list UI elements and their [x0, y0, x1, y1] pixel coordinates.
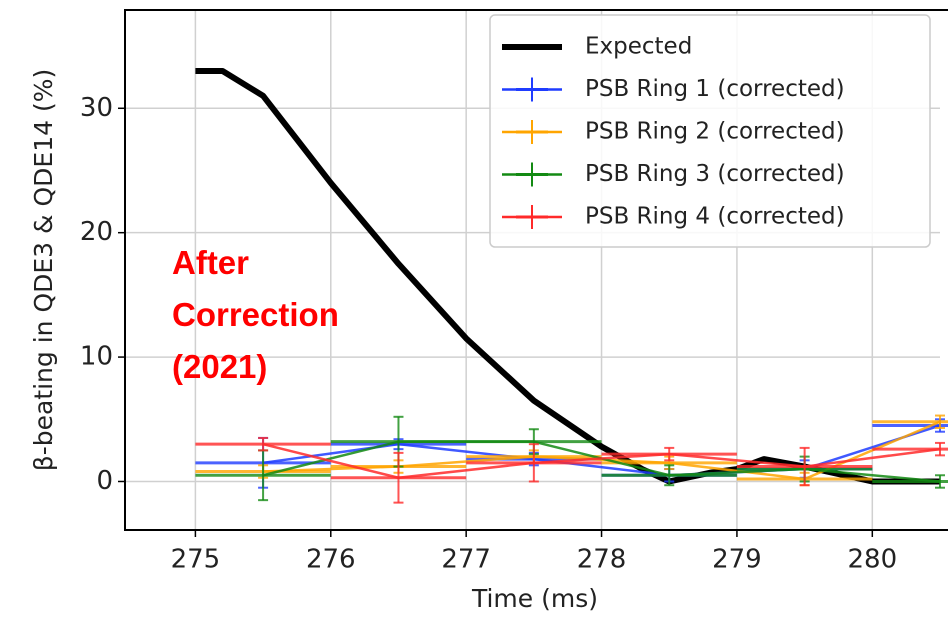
y-tick-label: 20	[80, 217, 113, 247]
series-line	[262, 442, 941, 480]
x-tick-label: 275	[171, 545, 221, 575]
plot-area	[195, 67, 948, 504]
legend-label: PSB Ring 4 (corrected)	[585, 204, 845, 230]
legend-label: PSB Ring 3 (corrected)	[585, 161, 845, 187]
x-tick-label: 278	[577, 545, 627, 575]
x-tick-label: 277	[441, 545, 491, 575]
legend-label: PSB Ring 1 (corrected)	[585, 76, 845, 102]
plot-frame	[124, 9, 948, 531]
y-tick-label: 30	[80, 93, 113, 123]
legend-label: Expected	[585, 34, 692, 60]
legend-label: PSB Ring 2 (corrected)	[585, 119, 845, 145]
x-tick-label: 279	[712, 545, 762, 575]
annotation-line: After	[172, 244, 249, 281]
y-tick-label: 0	[96, 466, 113, 496]
x-axis-label: Time (ms)	[471, 584, 598, 613]
y-axis-label: β-beating in QDE3 & QDE14 (%)	[29, 69, 58, 471]
annotation: After Correction (2021)	[172, 244, 339, 385]
y-tick-label: 10	[80, 342, 113, 372]
x-tick-label: 280	[847, 545, 897, 575]
x-tick-label: 276	[306, 545, 356, 575]
legend-box	[489, 14, 931, 248]
annotation-line: (2021)	[172, 348, 267, 385]
annotation-line: Correction	[172, 296, 339, 333]
